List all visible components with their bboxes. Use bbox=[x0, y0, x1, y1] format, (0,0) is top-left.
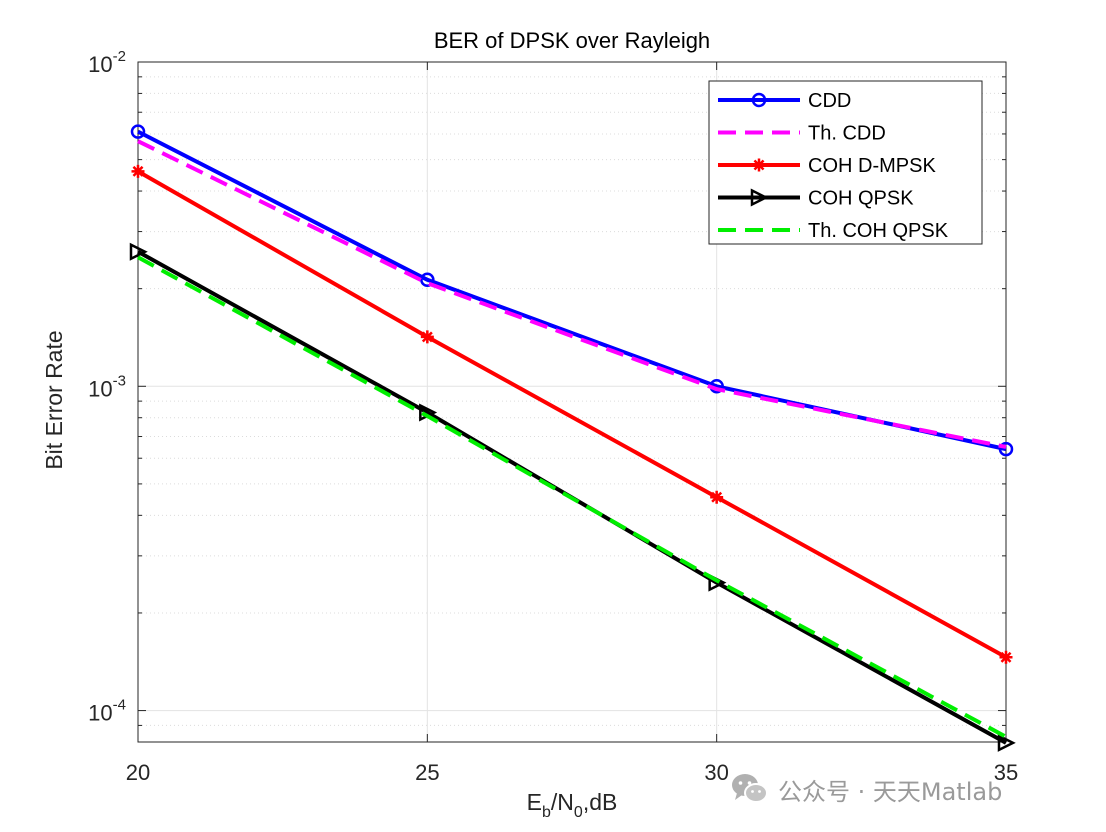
x-tick-label: 35 bbox=[994, 760, 1018, 785]
legend-box bbox=[708, 80, 983, 245]
ticks: 20 25 30 35 10-2 10-3 10-4 bbox=[88, 48, 1018, 785]
data-point bbox=[997, 733, 1016, 752]
watermark: 公众号 · 天天Matlab bbox=[730, 768, 1002, 810]
legend-marker bbox=[750, 188, 769, 207]
y-axis-label: Bit Error Rate bbox=[41, 330, 67, 469]
watermark-text: 公众号 · 天天Matlab bbox=[778, 777, 1003, 806]
legend-label: Th. CDD bbox=[808, 123, 886, 145]
x-tick-label: 25 bbox=[415, 760, 439, 785]
data-point bbox=[420, 272, 435, 288]
series-th-cdd bbox=[137, 139, 1007, 449]
legend-label: CDD bbox=[808, 90, 851, 112]
series-coh-d-mpsk bbox=[131, 164, 1013, 664]
x-tick-label: 20 bbox=[126, 760, 150, 785]
legend-item: Th. CDD bbox=[718, 123, 886, 145]
legend-item: Th. COH QPSK bbox=[718, 220, 949, 242]
series-line bbox=[137, 139, 1007, 449]
data-point bbox=[998, 441, 1014, 457]
data-point bbox=[129, 242, 148, 261]
series-layer bbox=[129, 124, 1016, 752]
data-point bbox=[130, 124, 146, 139]
x-tick-label: 30 bbox=[704, 760, 728, 785]
data-point bbox=[999, 650, 1013, 664]
legend-marker bbox=[752, 158, 766, 172]
wechat-icon bbox=[730, 772, 770, 806]
legend-label: COH QPSK bbox=[808, 188, 914, 210]
y-tick-label: 10-4 bbox=[88, 697, 126, 726]
series-line bbox=[137, 255, 1007, 739]
legend-label: Th. COH QPSK bbox=[808, 220, 949, 242]
chart-title: BER of DPSK over Rayleigh bbox=[434, 28, 710, 53]
plot-frame bbox=[137, 61, 1007, 743]
x-axis-label: Eb/N0,dB bbox=[527, 789, 618, 821]
series-th-coh-qpsk bbox=[137, 255, 1007, 739]
data-point bbox=[710, 490, 724, 504]
series-line bbox=[137, 169, 1007, 660]
series-line bbox=[137, 129, 1007, 452]
y-tick-label: 10-3 bbox=[88, 372, 126, 401]
legend-item: COH D-MPSK bbox=[718, 155, 936, 177]
y-tick-label: 10-2 bbox=[88, 48, 126, 77]
legend-item: COH QPSK bbox=[718, 188, 914, 210]
legend-marker bbox=[751, 92, 767, 108]
data-point bbox=[131, 164, 145, 178]
legend-item: CDD bbox=[718, 90, 851, 112]
series-cdd bbox=[130, 124, 1014, 457]
legend-label: COH D-MPSK bbox=[808, 155, 936, 177]
data-point bbox=[420, 330, 434, 344]
legend: CDD Th. CDD COH D-MPSK COH QPSK Th. COH QPSK bbox=[708, 80, 983, 245]
